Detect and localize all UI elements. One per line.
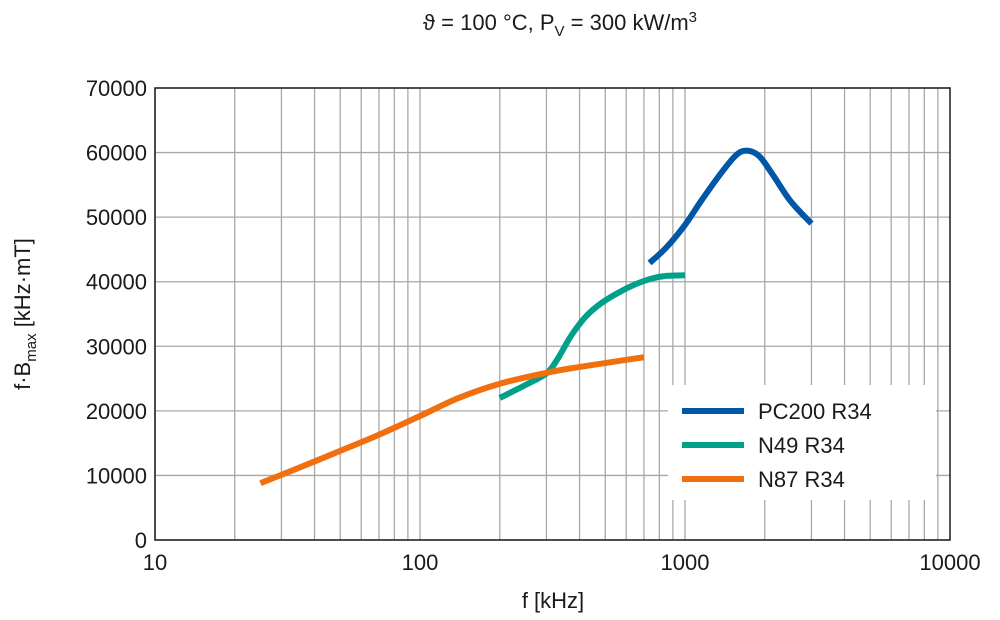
x-tick-label: 1000 [661, 550, 710, 575]
legend-label: N87 R34 [758, 467, 845, 492]
tick-labels: 0 10000 20000 30000 40000 50000 60000 70000 10 10… [86, 76, 981, 575]
y-tick-label: 70000 [86, 76, 147, 101]
x-tick-label: 10 [143, 550, 167, 575]
series-line-pc200-r34 [647, 147, 814, 266]
x-tick-label: 100 [402, 550, 439, 575]
y-tick-label: 30000 [86, 334, 147, 359]
legend-label: PC200 R34 [758, 399, 872, 424]
y-tick-label: 20000 [86, 399, 147, 424]
y-tick-label: 60000 [86, 141, 147, 166]
plot-frame [154, 87, 951, 541]
y-axis-label: f·Bmax [kHz·mT] [10, 238, 40, 390]
legend-label: N49 R34 [758, 433, 845, 458]
legend: PC200 R34 N49 R34 N87 R34 [668, 385, 936, 500]
y-tick-label: 50000 [86, 205, 147, 230]
y-tick-label: 0 [135, 528, 147, 553]
chart-title: ϑ = 100 °C, PV = 300 kW/m3 [423, 9, 697, 40]
series-lines [259, 147, 814, 486]
x-axis-label: f [kHz] [522, 588, 584, 613]
x-tick-label: 10000 [919, 550, 980, 575]
y-tick-label: 10000 [86, 463, 147, 488]
series-line-n87-r34 [259, 354, 645, 486]
y-tick-label: 40000 [86, 270, 147, 295]
